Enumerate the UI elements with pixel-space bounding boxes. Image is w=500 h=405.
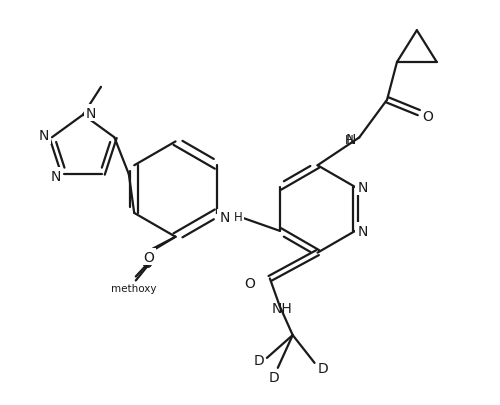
Text: N: N — [357, 224, 368, 238]
Text: O: O — [142, 255, 152, 269]
Text: H: H — [233, 211, 243, 224]
Text: N: N — [51, 169, 61, 183]
Text: O: O — [143, 250, 154, 264]
Text: D: D — [254, 353, 264, 367]
Text: H: H — [234, 211, 242, 224]
Text: O: O — [142, 256, 152, 270]
Text: O: O — [244, 277, 256, 291]
Text: N: N — [356, 224, 368, 238]
Text: D: D — [317, 361, 328, 375]
Text: N: N — [50, 169, 62, 183]
Text: N: N — [218, 210, 230, 224]
Text: H: H — [345, 134, 354, 147]
Text: D: D — [268, 370, 279, 384]
Text: N: N — [86, 107, 97, 120]
Text: N: N — [38, 129, 50, 143]
Text: O: O — [422, 109, 433, 123]
Text: N: N — [356, 181, 368, 195]
Text: N: N — [220, 210, 230, 224]
Text: N: N — [86, 107, 97, 120]
Text: N: N — [346, 133, 356, 147]
Text: N: N — [39, 129, 49, 143]
Text: methoxy: methoxy — [111, 284, 156, 294]
Text: NH: NH — [272, 302, 292, 315]
Text: O: O — [144, 250, 154, 264]
Text: N: N — [357, 181, 368, 195]
